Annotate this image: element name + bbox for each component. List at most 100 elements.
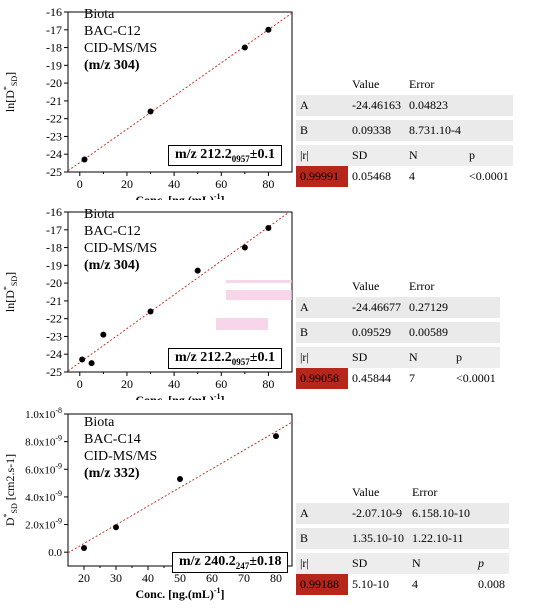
row-b-error: 8.731.10-4 (405, 120, 465, 141)
th-n: N (405, 347, 452, 368)
y-axis-label: D*SD [cm2.s-1] (2, 454, 19, 526)
th-sd: SD (348, 347, 405, 368)
y-tick-label: -23 (46, 129, 62, 143)
th-r: |r| (296, 347, 348, 368)
x-tick-label: 20 (78, 571, 90, 585)
y-tick-label: -17 (46, 23, 62, 37)
stats-table-3: Value Error A -2.07.10-9 6.158.10-10 B 1.35.… (296, 482, 509, 595)
th-n: N (408, 553, 474, 574)
y-tick-label: -24 (46, 347, 62, 361)
plot-frame (67, 11, 293, 173)
th-sd: SD (348, 553, 408, 574)
fit-line (68, 212, 291, 372)
data-point (100, 331, 107, 338)
y-tick-label: 1.0x10-8 (25, 406, 62, 421)
p-value: 0.008 (478, 577, 505, 591)
th-n: N (405, 145, 465, 166)
data-point (81, 545, 87, 552)
legend-line: Biota (84, 207, 115, 222)
data-point (79, 356, 86, 363)
y-tick-label: -23 (46, 329, 62, 343)
data-point (265, 225, 272, 231)
y-tick-label: -19 (46, 258, 62, 272)
y-tick-label: -25 (46, 365, 62, 379)
data-point (241, 44, 248, 51)
plot-frame (67, 211, 293, 373)
x-tick-label: 40 (168, 177, 180, 191)
th-p: p (465, 145, 513, 166)
x-tick-label: 80 (262, 377, 274, 391)
mz-label-box-1: m/z 212.20957±0.1 (168, 145, 282, 166)
y-tick-label: -25 (46, 165, 62, 179)
chart-1: 0 20 40 60 80 -16 -17 -18 -19 -20 -21 -22 -23 -24 -25 C… (2, 5, 293, 200)
data-point (147, 308, 154, 315)
r-value: 0.99991 (296, 166, 348, 187)
mz-sub: 0957 (231, 356, 250, 367)
y-tick-label: 0.0 (48, 547, 62, 559)
data-point (273, 433, 279, 440)
row-b-value: 0.09338 (348, 120, 405, 141)
y-axis-label: ln[D*SD] (2, 272, 19, 312)
x-tick-label: 60 (206, 571, 218, 585)
th-p: p (452, 347, 500, 368)
legend-line: (m/z 332) (84, 466, 140, 481)
legend-line: Biota (84, 7, 115, 22)
row-a-error: 6.158.10-10 (408, 503, 474, 524)
y-tick-label: -16 (46, 205, 62, 219)
mz-label-box-2: m/z 212.20957±0.1 (168, 348, 282, 369)
th-r: |r| (296, 145, 348, 166)
row-a-error: 0.27129 (405, 297, 452, 318)
legend-text-1: Biota BAC-C12 CID-MS/MS (m/z 304) (84, 6, 157, 74)
y-tick-label: -16 (46, 5, 62, 19)
legend-line: Biota (84, 415, 115, 430)
y-tick-label: -18 (46, 241, 62, 255)
row-b-label: B (296, 528, 348, 549)
row-a-label: A (296, 95, 348, 116)
r-value: 0.99058 (296, 368, 348, 389)
legend-line: CID-MS/MS (84, 449, 158, 464)
mz-label: m/z 240.2 (179, 554, 236, 569)
ghost-highlight (216, 318, 268, 330)
row-b-error: 0.00589 (405, 322, 452, 343)
sd-value: 0.05468 (352, 169, 391, 183)
fit-line (68, 12, 292, 172)
legend-text-2: Biota BAC-C12 CID-MS/MS (m/z 304) (84, 206, 157, 274)
mz-label-box-3: m/z 240.2247±0.18 (172, 552, 289, 573)
data-point (194, 267, 201, 274)
n-value: 4 (409, 169, 415, 183)
row-a-value: -24.46677 (348, 297, 405, 318)
mz-tol: ±0.18 (249, 554, 282, 569)
y-tick-label: 4.0x10-9 (25, 489, 62, 504)
data-point (147, 108, 154, 115)
chart-2: 0 20 40 60 80 -16 -17 -18 -19 -20 -21 -22 -23 -24 -25 C… (2, 205, 293, 400)
th-r: |r| (296, 553, 348, 574)
x-tick-label: 0 (77, 177, 83, 191)
th-error: Error (408, 482, 474, 503)
y-tick-label: -18 (46, 41, 62, 55)
mz-sub: 0957 (231, 153, 250, 164)
row-a-value: -24.46163 (348, 95, 405, 116)
row-b-error: 1.22.10-11 (408, 528, 474, 549)
data-point (88, 360, 95, 367)
th-error: Error (405, 276, 452, 297)
y-tick-label: 8.0x10-9 (25, 434, 62, 449)
n-value: 4 (412, 577, 418, 591)
legend-line: BAC-C12 (84, 224, 141, 239)
mz-label: m/z 212.2 (175, 147, 232, 162)
row-a-error: 0.04823 (405, 95, 465, 116)
mz-tol: ±0.1 (249, 350, 275, 365)
y-tick-label: 6.0x10-9 (25, 461, 62, 476)
x-tick-label: 60 (215, 177, 227, 191)
th-value: Value (348, 276, 405, 297)
y-axis-label: ln[D*SD] (2, 72, 19, 112)
x-tick-label: 50 (174, 571, 186, 585)
legend-line: (m/z 304) (84, 58, 140, 73)
x-axis-label: Conc. [ng.(mL)-1] (136, 192, 225, 200)
legend-line: CID-MS/MS (84, 241, 158, 256)
panel-1: 0 20 40 60 80 -16 -17 -18 -19 -20 -21 -22 -23 -24 -25 C… (0, 0, 550, 200)
th-p: p (474, 553, 509, 574)
y-tick-label: -20 (46, 276, 62, 290)
y-tick-label: 2.0x10-9 (25, 517, 62, 532)
row-b-value: 0.09529 (348, 322, 405, 343)
fit-line (68, 421, 292, 554)
